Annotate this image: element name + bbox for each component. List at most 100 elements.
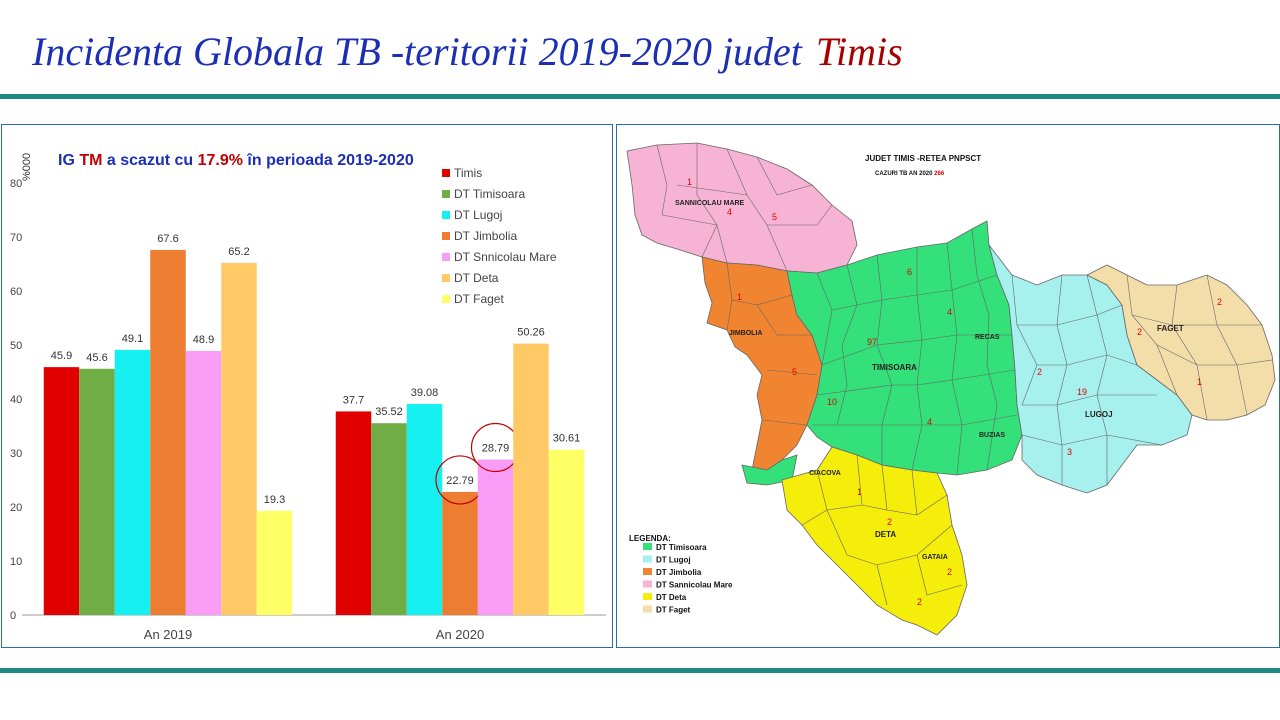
svg-text:19: 19 <box>1077 387 1087 397</box>
map-legend-swatch <box>643 555 652 563</box>
bar <box>150 249 186 615</box>
svg-text:2: 2 <box>1037 367 1042 377</box>
map-label-deta: DETA <box>875 530 896 539</box>
legend-swatch <box>442 211 450 219</box>
map-legend-label: DT Lugoj <box>656 556 691 565</box>
bar-value-label: 45.9 <box>51 350 72 362</box>
y-tick-label: 80 <box>10 178 22 190</box>
map-legend-label: DT Deta <box>656 593 687 602</box>
bar-value-label: 65.2 <box>228 246 249 258</box>
legend-swatch <box>442 232 450 240</box>
svg-text:97: 97 <box>867 337 877 347</box>
bar <box>442 491 478 615</box>
svg-text:10: 10 <box>827 397 837 407</box>
svg-text:1: 1 <box>737 292 742 302</box>
svg-text:5: 5 <box>772 212 777 222</box>
svg-text:2: 2 <box>917 597 922 607</box>
bar <box>256 510 293 615</box>
headline-part1: IG <box>58 152 79 169</box>
bar <box>335 411 372 615</box>
y-tick-label: 40 <box>10 394 22 406</box>
bar <box>114 349 151 615</box>
x-category-label: An 2019 <box>144 627 192 642</box>
bar <box>406 403 443 615</box>
bar-chart: IG TM a scazut cu 17.9% în perioada 2019… <box>10 152 606 642</box>
bar <box>548 449 585 615</box>
bar-value-label: 35.52 <box>375 406 403 418</box>
legend-swatch <box>442 169 450 177</box>
svg-text:2: 2 <box>887 517 892 527</box>
map-region-timisoara <box>741 220 1023 486</box>
bar-value-label: 22.79 <box>446 475 474 487</box>
svg-text:2: 2 <box>1217 297 1222 307</box>
bar <box>185 350 222 615</box>
map-subtitle-text: CAZURI TB AN 2020 <box>875 171 933 177</box>
bar-value-label: 30.61 <box>553 433 581 445</box>
map-title: JUDET TIMIS -RETEA PNPSCT <box>865 154 981 163</box>
y-tick-label: 10 <box>10 556 22 568</box>
bar-value-label: 49.1 <box>122 333 143 345</box>
svg-text:4: 4 <box>947 307 952 317</box>
svg-text:2: 2 <box>1137 327 1142 337</box>
title-main: Incidenta Globala TB -teritorii 2019-202… <box>32 29 802 74</box>
y-axis-unit: %000 <box>21 153 33 181</box>
map-label-timisoara: TIMISOARA <box>872 363 917 372</box>
map-legend-swatch <box>643 543 652 550</box>
map-label-jimbolia: JIMBOLIA <box>729 330 762 337</box>
map-region-deta <box>781 446 968 636</box>
map-label-faget: FAGET <box>1157 324 1184 333</box>
bar-value-label: 67.6 <box>157 233 178 245</box>
map-region-dots: 1 4 5 1 5 97 6 4 10 4 1 2 19 2 2 2 1 3 2 2 <box>687 177 1222 607</box>
y-tick-label: 50 <box>10 340 22 352</box>
legend-label: DT Faget <box>454 292 504 306</box>
bar-value-label: 50.26 <box>517 327 545 339</box>
legend-label: DT Deta <box>454 271 499 285</box>
slide-title: Incidenta Globala TB -teritorii 2019-202… <box>32 28 903 75</box>
svg-text:4: 4 <box>727 207 732 217</box>
map-legend-label: DT Sannicolau Mare <box>656 581 733 590</box>
chart-headline: IG TM a scazut cu 17.9% în perioada 2019… <box>58 152 414 169</box>
svg-text:4: 4 <box>927 417 932 427</box>
map-legend-swatch <box>643 593 652 600</box>
map-legend: LEGENDA: DT Timisoara DT Lugoj DT Jimbolia… <box>629 534 733 615</box>
legend-swatch <box>442 253 450 261</box>
bar <box>477 459 514 615</box>
legend-label: DT Snnicolau Mare <box>454 250 557 264</box>
legend-label: DT Jimbolia <box>454 229 517 243</box>
svg-text:1: 1 <box>687 177 692 187</box>
bar <box>513 343 549 615</box>
svg-text:3: 3 <box>1067 447 1072 457</box>
y-tick-label: 60 <box>10 286 22 298</box>
bar <box>221 262 257 615</box>
top-divider <box>0 94 1280 99</box>
map-label-recas: RECAS <box>975 334 1000 341</box>
svg-text:6: 6 <box>907 267 912 277</box>
legend-swatch <box>442 190 450 198</box>
bar-value-label: 37.7 <box>343 394 364 406</box>
map-legend-swatch <box>643 568 652 575</box>
chart-bars: 45.9 45.6 49.1 67.6 48.9 65.2 19.3 37.7 35.52 39.… <box>43 233 585 615</box>
map-label-gataia: GATAIA <box>922 554 948 561</box>
bar <box>43 367 80 615</box>
y-tick-label: 0 <box>10 610 16 622</box>
bar-value-label: 45.6 <box>86 352 107 364</box>
bar-value-label: 19.3 <box>264 494 285 506</box>
legend-label: Timis <box>454 166 482 180</box>
svg-text:1: 1 <box>857 487 862 497</box>
map-region-sannicolau <box>626 142 858 274</box>
bottom-divider <box>0 668 1280 673</box>
map-legend-label: DT Jimbolia <box>656 568 702 577</box>
map-legend-swatch <box>643 580 652 588</box>
legend-swatch <box>442 274 450 282</box>
headline-part4: 17.9% <box>198 152 243 169</box>
map-legend-swatch <box>643 605 652 613</box>
map-label-lugoj: LUGOJ <box>1085 410 1113 419</box>
headline-part5: în perioada 2019-2020 <box>243 152 414 169</box>
legend-label: DT Timisoara <box>454 187 525 201</box>
bar <box>79 368 115 615</box>
headline-part3: a scazut cu <box>102 152 197 169</box>
legend-swatch <box>442 295 450 303</box>
chart-legend: Timis DT Timisoara DT Lugoj DT Jimbolia DT S… <box>442 166 557 306</box>
bar-value-label: 48.9 <box>193 334 214 346</box>
